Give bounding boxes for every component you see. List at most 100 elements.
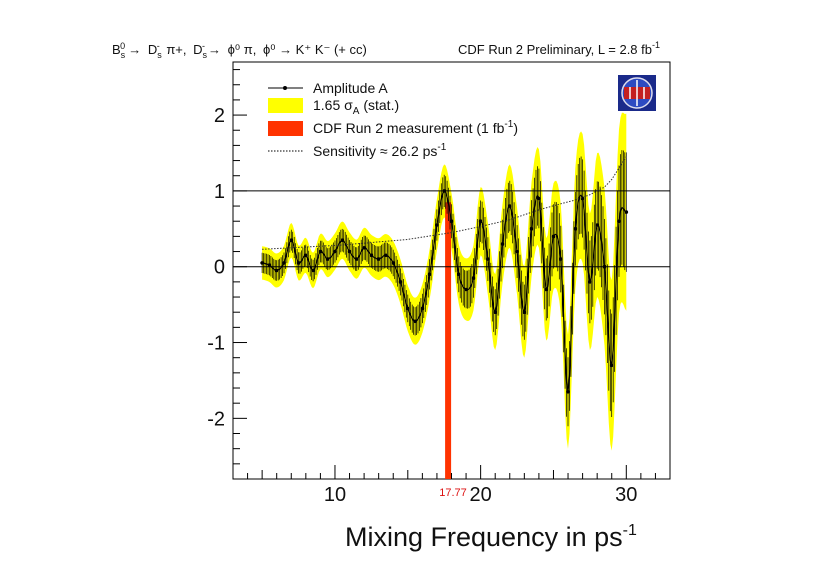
title-ds: D [148,42,157,57]
title-phi-kk: ϕ⁰ → K⁺ K⁻ (+ cc) [263,42,367,57]
amplitude-point [544,287,548,292]
amplitude-point [347,249,352,254]
amplitude-point [559,257,563,261]
legend-measurement-close: ) [513,120,518,136]
legend-sensitivity-label: Sensitivity ≈ 26.2 ps-1 [313,142,447,159]
legend-sensitivity-sup: -1 [437,142,446,153]
title-arrow-2: → [208,42,221,57]
amplitude-point [398,280,403,284]
y-tick-label: -2 [207,408,225,430]
legend-band-base: 1.65 σ [313,97,353,113]
amplitude-point [340,238,345,242]
amplitude-point [420,306,425,311]
legend-measurement-text: CDF Run 2 measurement (1 fb [313,120,505,136]
x-tick-label: 20 [470,484,492,506]
amplitude-point [413,319,417,324]
legend: Amplitude A 1.65 σA (stat.) CDF Run 2 me… [268,80,518,159]
amplitude-point [333,249,337,254]
y-tick-label: 1 [214,181,225,203]
legend-measurement-label: CDF Run 2 measurement (1 fb-1) [313,119,518,136]
y-tick-label: 0 [214,257,225,279]
amplitude-point [355,257,359,261]
legend-amplitude-marker [283,86,287,90]
legend-amplitude-label: Amplitude A [313,80,388,96]
x-tick-label: 30 [615,484,637,506]
y-tick-label: 2 [214,105,225,127]
amplitude-point [588,280,592,284]
amplitude-point [522,310,527,315]
legend-measurement-swatch [268,121,303,136]
title-ds2-sup: - [202,41,205,51]
amplitude-point [427,272,432,277]
amplitude-point [442,189,447,193]
chart-title-left: Bs0 → Ds- π+, Ds- → ϕ⁰ π, ϕ⁰ → K⁺ K⁻ (+ cc… [112,37,367,60]
amplitude-point [318,249,323,254]
amplitude-point [609,363,614,368]
amplitude-point [406,306,410,311]
title-phi-pi: ϕ⁰ π, [228,42,257,57]
legend-band-suffix: (stat.) [359,97,399,113]
amplitude-point [573,227,578,231]
title-right-text: CDF Run 2 Preliminary, L = 2.8 fb [458,42,652,57]
amplitude-point [515,249,519,254]
svg-text:Bs0→ Ds- π+,: Bs0 → Ds- π+, Ds- → ϕ⁰ π, ϕ⁰ → K⁺ K⁻ (+ cc… [112,37,367,60]
amplitude-point [595,223,599,227]
amplitude-point [282,261,286,265]
title-ds-sup: - [157,41,160,51]
chart-title-right: CDF Run 2 Preliminary, L = 2.8 fb-1 [458,40,660,57]
title-bs: B [112,42,121,57]
amplitude-point [260,261,264,265]
x-axis-title: Mixing Frequency in ps-1 [345,522,637,552]
measurement-bar [445,202,452,480]
amplitude-point [274,268,279,273]
amplitude-point [493,310,498,315]
title-ds-sub: s [157,50,162,60]
title-ds2: D [193,42,202,57]
plot-layer [233,112,670,480]
title-pi-plus: π+, [166,42,186,57]
y-tick-label: -1 [207,333,225,355]
amplitude-point [304,253,308,258]
amplitude-point [464,287,468,292]
legend-band-label: 1.65 σA (stat.) [313,97,399,117]
legend-measurement-sup: -1 [504,119,513,130]
amplitude-point [529,227,534,231]
amplitude-point [537,196,541,201]
cdf-logo [618,75,656,111]
amplitude-point [369,253,374,258]
amplitude-point [478,219,483,223]
amplitude-point [325,257,330,261]
legend-sensitivity-text: Sensitivity ≈ 26.2 ps [313,143,437,159]
legend-band-swatch [268,98,303,113]
amplitude-point [391,261,396,265]
amplitude-point [376,257,381,261]
legend-band-sub: A [353,106,360,117]
amplitude-point [384,253,388,258]
x-axis-title-text: Mixing Frequency in ps [345,522,623,552]
title-bs-sub: s [121,50,126,60]
sensitivity-line [262,156,627,250]
amplitude-point [362,246,366,250]
amplitude-point [486,257,490,261]
amplitude-point [267,263,272,268]
amplitude-point [471,276,476,280]
amplitude-point [500,242,505,246]
amplitude-point [617,219,621,223]
amplitude-point [449,219,454,223]
title-bs-sup: 0 [120,41,125,51]
amplitude-point [457,272,461,277]
title-arrow-1: → [128,42,141,57]
amplitude-point [566,390,570,394]
amplitude-point [508,204,512,208]
axis-layer: 10 20 30 -2 -1 0 1 2 [207,69,671,506]
amplitude-point [551,234,556,239]
amplitude-point [435,223,439,227]
title-ds2-sub: s [203,50,208,60]
x-axis-title-sup: -1 [623,522,637,539]
measurement-value-label: 17.77 [439,487,467,499]
stat-band [262,112,627,451]
amplitude-point [311,268,315,273]
amplitude-point [602,264,607,269]
amplitude-point [296,261,301,265]
